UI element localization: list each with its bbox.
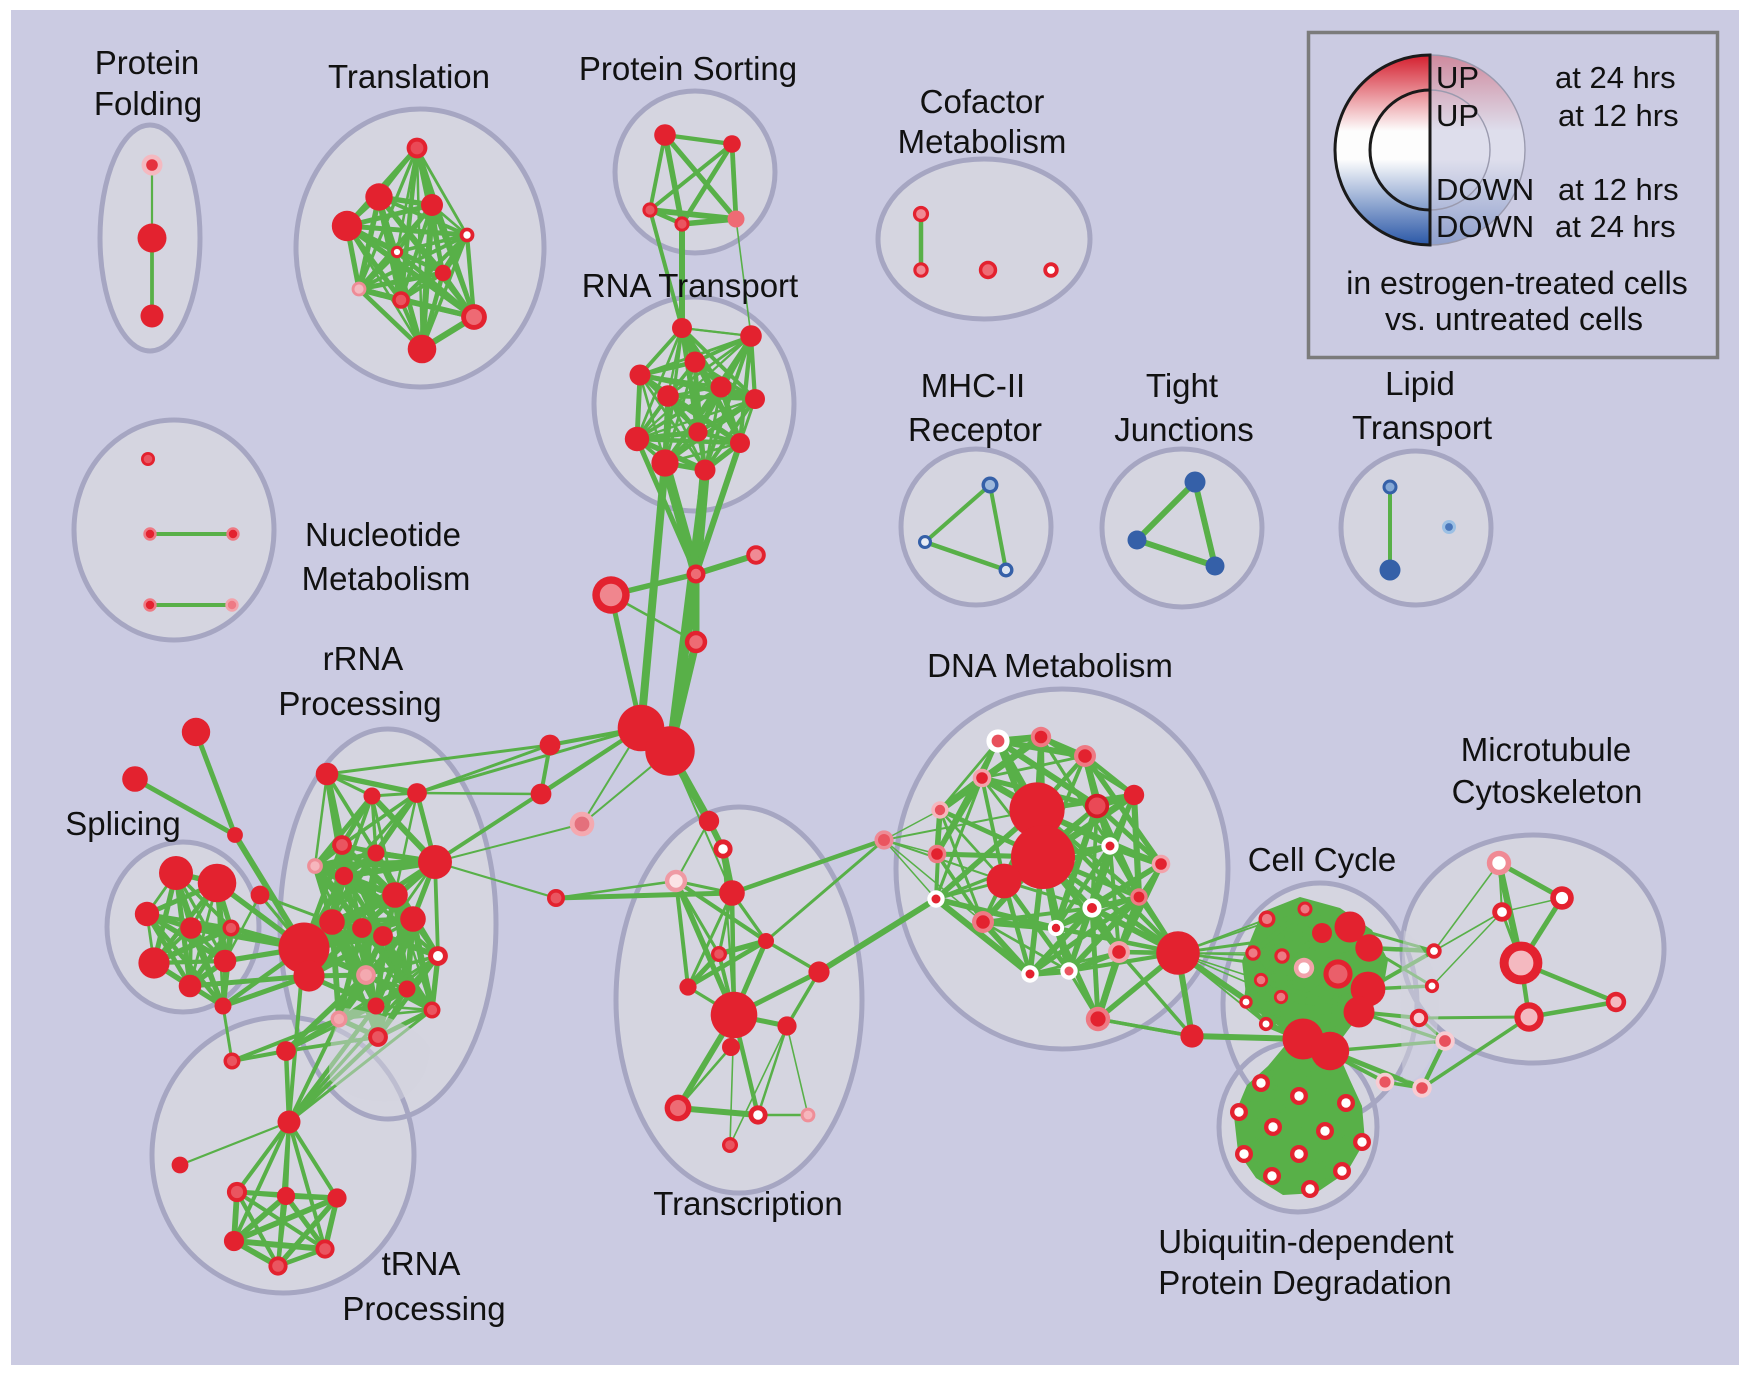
svg-text:at 12 hrs: at 12 hrs — [1558, 98, 1679, 133]
svg-text:RNA Transport: RNA Transport — [582, 267, 798, 304]
svg-text:Microtubule: Microtubule — [1461, 731, 1632, 768]
svg-text:DOWN: DOWN — [1436, 172, 1534, 207]
svg-text:Junctions: Junctions — [1114, 411, 1253, 448]
svg-text:at 12 hrs: at 12 hrs — [1558, 172, 1679, 207]
svg-text:vs. untreated cells: vs. untreated cells — [1385, 301, 1643, 337]
svg-text:Ubiquitin-dependent: Ubiquitin-dependent — [1158, 1223, 1453, 1260]
svg-text:Processing: Processing — [278, 685, 441, 722]
svg-text:MHC-II: MHC-II — [921, 367, 1025, 404]
svg-text:Transport: Transport — [1352, 409, 1492, 446]
svg-text:Splicing: Splicing — [65, 805, 181, 842]
svg-text:Lipid: Lipid — [1385, 365, 1455, 402]
svg-text:UP: UP — [1436, 98, 1479, 133]
svg-text:at 24 hrs: at 24 hrs — [1555, 60, 1676, 95]
svg-text:in estrogen-treated cells: in estrogen-treated cells — [1346, 265, 1688, 301]
svg-text:Folding: Folding — [94, 85, 202, 122]
svg-text:Protein Sorting: Protein Sorting — [579, 50, 797, 87]
svg-text:Cofactor: Cofactor — [920, 83, 1045, 120]
svg-text:Protein Degradation: Protein Degradation — [1158, 1264, 1452, 1301]
svg-text:Receptor: Receptor — [908, 411, 1042, 448]
svg-text:tRNA: tRNA — [382, 1245, 461, 1282]
svg-text:DOWN: DOWN — [1436, 209, 1534, 244]
svg-text:rRNA: rRNA — [323, 640, 404, 677]
svg-text:Processing: Processing — [342, 1290, 505, 1327]
svg-text:Transcription: Transcription — [653, 1185, 843, 1222]
svg-text:Cell Cycle: Cell Cycle — [1248, 841, 1397, 878]
svg-text:UP: UP — [1436, 60, 1479, 95]
svg-text:Metabolism: Metabolism — [302, 560, 471, 597]
svg-text:at 24 hrs: at 24 hrs — [1555, 209, 1676, 244]
svg-text:DNA Metabolism: DNA Metabolism — [927, 647, 1173, 684]
svg-text:Translation: Translation — [328, 58, 490, 95]
svg-text:Tight: Tight — [1146, 367, 1218, 404]
svg-text:Metabolism: Metabolism — [898, 123, 1067, 160]
svg-text:Nucleotide: Nucleotide — [305, 516, 461, 553]
svg-text:Cytoskeleton: Cytoskeleton — [1452, 773, 1643, 810]
svg-text:Protein: Protein — [95, 44, 200, 81]
